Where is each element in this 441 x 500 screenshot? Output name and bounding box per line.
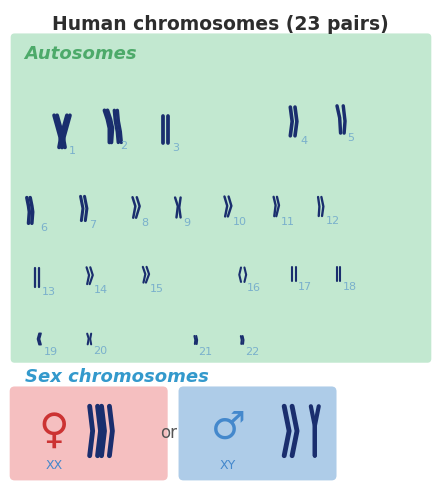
Text: Autosomes: Autosomes	[25, 45, 137, 63]
Text: XY: XY	[220, 459, 236, 472]
Text: 11: 11	[281, 216, 295, 226]
Text: Human chromosomes (23 pairs): Human chromosomes (23 pairs)	[52, 15, 389, 34]
Text: 9: 9	[183, 218, 191, 228]
Text: 10: 10	[233, 217, 247, 227]
Text: 7: 7	[89, 220, 97, 230]
Text: ♀: ♀	[39, 410, 69, 452]
Text: 4: 4	[301, 136, 308, 145]
Text: 12: 12	[325, 216, 340, 226]
Text: 15: 15	[150, 284, 164, 294]
Text: 3: 3	[172, 142, 179, 152]
Text: or: or	[160, 424, 177, 442]
Text: 8: 8	[141, 218, 148, 228]
Text: 1: 1	[69, 146, 76, 156]
FancyBboxPatch shape	[11, 34, 431, 362]
Text: Sex chromosomes: Sex chromosomes	[25, 368, 209, 386]
Text: 20: 20	[93, 346, 107, 356]
Text: XX: XX	[45, 459, 63, 472]
Text: 14: 14	[94, 285, 108, 295]
Text: 19: 19	[44, 346, 58, 356]
Text: 6: 6	[40, 223, 47, 233]
Text: 16: 16	[247, 284, 261, 294]
Text: 2: 2	[120, 141, 127, 151]
Text: ♂: ♂	[210, 409, 245, 447]
Text: 13: 13	[42, 288, 56, 298]
Text: 17: 17	[298, 282, 312, 292]
FancyBboxPatch shape	[10, 386, 168, 480]
FancyBboxPatch shape	[179, 386, 336, 480]
Text: 21: 21	[198, 346, 213, 356]
Text: 22: 22	[245, 346, 259, 356]
Text: 18: 18	[342, 282, 357, 292]
Text: 5: 5	[348, 133, 355, 143]
